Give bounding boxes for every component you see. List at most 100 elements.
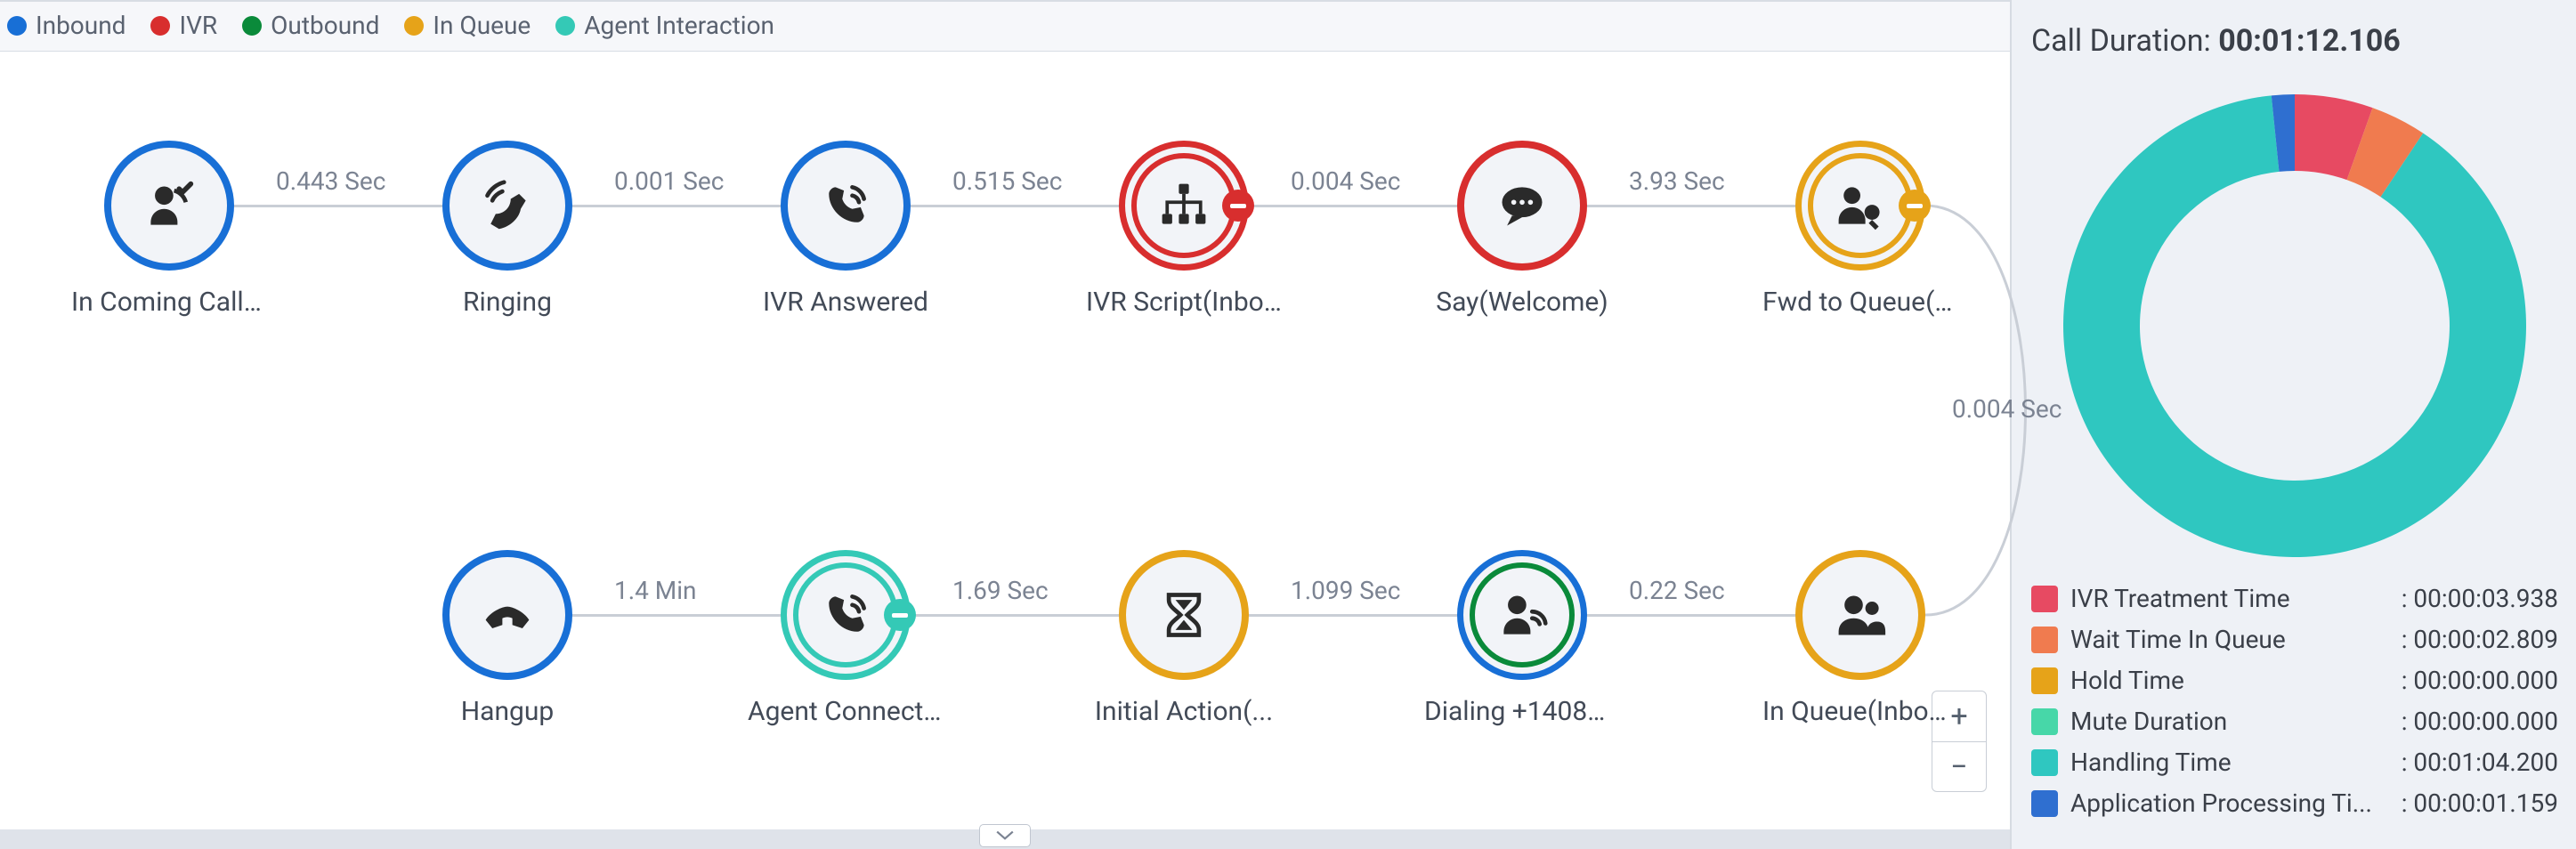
legend-name: Mute Duration: [2070, 703, 2389, 740]
flow-node-n6[interactable]: Fwd to Queue(Fo...: [1762, 141, 1958, 318]
donut-legend: IVR Treatment Time: 00:00:03.938Wait Tim…: [2031, 578, 2558, 824]
edge-duration-label: 1.099 Sec: [1291, 576, 1400, 605]
node-label: Initial Action(...: [1095, 696, 1273, 727]
collapse-badge-icon[interactable]: [1222, 190, 1254, 222]
flow-node-n2[interactable]: Ringing: [409, 141, 605, 318]
flow-node-n11[interactable]: Hangup: [409, 550, 605, 727]
edge-line: [1587, 205, 1795, 207]
legend-name: IVR Treatment Time: [2070, 580, 2389, 618]
node-circle: [781, 550, 911, 680]
legend-label: IVR: [179, 11, 217, 40]
phone-ring-icon: [819, 588, 872, 642]
legend-item-in_queue: In Queue: [404, 11, 531, 40]
edge-line: [234, 205, 442, 207]
edge-duration-label: 0.22 Sec: [1629, 576, 1725, 605]
legend-item-inbound: Inbound: [7, 11, 126, 40]
queue-fwd-icon: [1834, 179, 1887, 232]
node-circle: [1795, 141, 1925, 271]
flow-node-n9[interactable]: Initial Action(...: [1086, 550, 1282, 727]
edge-duration-label: 1.69 Sec: [952, 576, 1049, 605]
flow-node-n10[interactable]: Agent Connected: [748, 550, 944, 727]
legend-dot: [242, 16, 262, 36]
call-duration-label: Call Duration: 00:01:12.106: [2031, 23, 2558, 59]
flow-node-n7[interactable]: In Queue(Inboun...: [1762, 550, 1958, 727]
legend-swatch: [2031, 627, 2058, 653]
flow-canvas-panel: Inbound IVR Outbound In Queue Agent Interact…: [0, 0, 2010, 849]
chevron-down-icon: [995, 829, 1015, 842]
flow-node-n4[interactable]: IVR Script(Inbo...: [1086, 141, 1282, 318]
expand-handle[interactable]: [979, 824, 1031, 847]
node-circle: [1795, 550, 1925, 680]
flow-node-n3[interactable]: IVR Answered: [748, 141, 944, 318]
zoom-out-button[interactable]: −: [1932, 741, 1986, 791]
edge-line: [1249, 205, 1457, 207]
legend-item-ivr: IVR: [150, 11, 217, 40]
edge-line: [911, 614, 1119, 617]
phone-ring-icon: [819, 179, 872, 232]
node-circle: [104, 141, 234, 271]
node-label: IVR Script(Inbo...: [1086, 287, 1282, 318]
legend-row: IVR Treatment Time : 00:00:03.938: [2031, 578, 2558, 619]
edge-line: [1587, 614, 1795, 617]
edge-duration-label: 3.93 Sec: [1629, 166, 1725, 196]
node-label: Dialing +140847...: [1424, 696, 1620, 727]
legend-swatch: [2031, 749, 2058, 776]
call-duration-value: 00:01:12.106: [2218, 23, 2401, 59]
node-label: Fwd to Queue(Fo...: [1762, 287, 1958, 318]
collapse-badge-icon[interactable]: [884, 599, 916, 631]
legend-value: : 00:01:04.200: [2402, 744, 2558, 781]
edge-duration-label: 1.4 Min: [614, 576, 697, 605]
legend-row: Application Processing Ti...: 00:00:01.1…: [2031, 783, 2558, 824]
hourglass-icon: [1157, 588, 1211, 642]
edge-line: [1249, 614, 1457, 617]
node-label: IVR Answered: [763, 287, 928, 318]
flow-node-n5[interactable]: Say(Welcome): [1424, 141, 1620, 318]
legend-label: Outbound: [271, 11, 379, 40]
node-label: Say(Welcome): [1436, 287, 1608, 318]
node-label: Hangup: [461, 696, 555, 727]
flow-canvas[interactable]: + − In Coming Call ...RingingIVR Answere…: [0, 52, 2010, 849]
edge-duration-label: 0.001 Sec: [614, 166, 724, 196]
hangup-icon: [481, 588, 534, 642]
node-circle: [1457, 550, 1587, 680]
side-panel: Call Duration: 00:01:12.106 IVR Treatmen…: [2010, 0, 2576, 849]
legend-dot: [555, 16, 575, 36]
legend-bar: Inbound IVR Outbound In Queue Agent Interact…: [0, 2, 2010, 52]
legend-row: Mute Duration : 00:00:00.000: [2031, 701, 2558, 742]
legend-label: Inbound: [36, 11, 126, 40]
legend-row: Wait Time In Queue: 00:00:02.809: [2031, 619, 2558, 660]
legend-swatch: [2031, 708, 2058, 735]
legend-label: In Queue: [433, 11, 531, 40]
call-duration-prefix: Call Duration:: [2031, 23, 2218, 59]
legend-item-agent_interaction: Agent Interaction: [555, 11, 774, 40]
edge-line: [572, 614, 781, 617]
legend-swatch: [2031, 790, 2058, 817]
legend-value: : 00:00:03.938: [2402, 580, 2558, 618]
node-circle: [442, 141, 572, 271]
collapse-badge-icon[interactable]: [1899, 190, 1931, 222]
node-label: Ringing: [463, 287, 552, 318]
legend-item-outbound: Outbound: [242, 11, 379, 40]
legend-value: : 00:00:00.000: [2402, 703, 2558, 740]
legend-name: Hold Time: [2070, 662, 2389, 699]
edge-duration-label: 0.004 Sec: [1291, 166, 1400, 196]
ringing-icon: [481, 179, 534, 232]
legend-dot: [7, 16, 27, 36]
legend-row: Handling Time : 00:01:04.200: [2031, 742, 2558, 783]
legend-name: Handling Time: [2070, 744, 2389, 781]
node-label: In Queue(Inboun...: [1762, 696, 1958, 727]
donut-chart: [2031, 59, 2558, 578]
flow-node-n8[interactable]: Dialing +140847...: [1424, 550, 1620, 727]
flow-node-n1[interactable]: In Coming Call ...: [71, 141, 267, 318]
users-icon: [1834, 588, 1887, 642]
edge-line: [911, 205, 1119, 207]
legend-label: Agent Interaction: [584, 11, 774, 40]
legend-name: Application Processing Ti...: [2070, 785, 2389, 822]
speech-icon: [1495, 179, 1549, 232]
legend-swatch: [2031, 667, 2058, 694]
legend-name: Wait Time In Queue: [2070, 621, 2389, 659]
ivr-tree-icon: [1157, 179, 1211, 232]
node-circle: [442, 550, 572, 680]
edge-line: [572, 205, 781, 207]
legend-value: : 00:00:00.000: [2402, 662, 2558, 699]
